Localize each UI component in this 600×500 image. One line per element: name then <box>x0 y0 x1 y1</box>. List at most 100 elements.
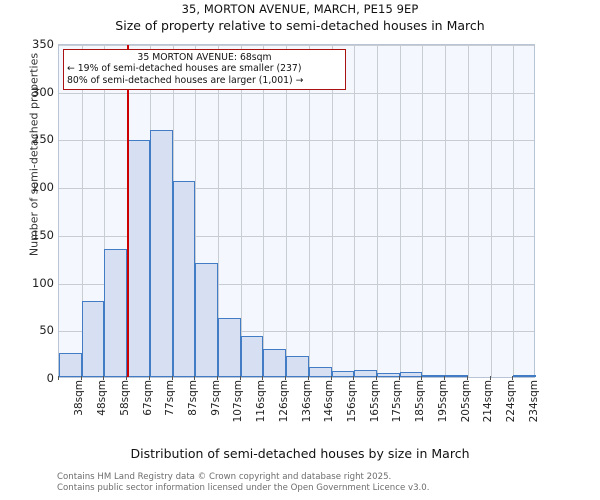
footer-line-2: Contains public sector information licen… <box>57 482 430 493</box>
annotation-line-2: ← 19% of semi-detached houses are smalle… <box>67 63 302 75</box>
x-tickmark-156sqm <box>330 376 332 380</box>
x-tick-214sqm: 214sqm <box>482 380 495 423</box>
x-tickmark-175sqm <box>376 376 377 380</box>
page-title: 35, MORTON AVENUE, MARCH, PE15 9EP <box>181 2 419 16</box>
bar-156sqm <box>331 371 355 377</box>
bar-136sqm <box>286 356 309 377</box>
plot-area <box>58 44 536 378</box>
x-axis-ticks: 38sqm 48sqm 58sqm 67sqm 77sqm 87sqm 97sqm 107sq… <box>58 376 540 442</box>
x-tickmark-77sqm <box>148 376 150 380</box>
gridline-vertical <box>308 45 310 377</box>
attribution-footer: Contains HM Land Registry data © Crown c… <box>57 472 597 493</box>
gridline-vertical <box>331 45 333 377</box>
gridline-vertical <box>354 45 356 377</box>
x-tickmark-205sqm <box>444 376 446 380</box>
x-tickmark-165sqm <box>353 376 355 380</box>
x-tickmark-126sqm <box>262 376 264 380</box>
x-tick-126sqm: 126sqm <box>277 380 290 423</box>
gridline-horizontal <box>59 140 534 142</box>
bar-146sqm <box>308 367 332 377</box>
x-tick-205sqm: 205sqm <box>459 380 472 423</box>
gridline-horizontal <box>59 92 534 94</box>
y-axis-ticks: 0 50 100 150 200 250 300 350 <box>0 37 54 385</box>
bar-48sqm <box>81 300 105 377</box>
x-tickmark-48sqm <box>80 376 82 380</box>
x-tick-67sqm: 67sqm <box>141 380 154 416</box>
x-tick-234sqm: 234sqm <box>527 380 540 423</box>
gridline-horizontal <box>59 45 534 46</box>
gridline-vertical <box>445 45 447 377</box>
y-tick-250: 250 <box>32 132 54 147</box>
x-tick-107sqm: 107sqm <box>232 380 245 423</box>
y-axis-label: Number of semi-detached properties <box>27 52 41 257</box>
gridline-vertical <box>286 45 288 377</box>
gridline-horizontal <box>59 331 534 333</box>
footer-line-1: Contains HM Land Registry data © Crown c… <box>57 472 392 482</box>
x-tickmark-67sqm <box>126 376 128 380</box>
gridline-horizontal <box>59 235 534 237</box>
gridline-horizontal <box>59 283 534 285</box>
gridline-vertical <box>263 45 265 377</box>
x-tick-116sqm: 116sqm <box>255 380 268 423</box>
x-tick-146sqm: 146sqm <box>323 380 336 423</box>
property-marker-line <box>127 45 130 377</box>
gridline-vertical <box>377 45 378 377</box>
y-tick-300: 300 <box>32 84 54 99</box>
bar-97sqm <box>195 263 218 377</box>
gridline-horizontal <box>59 188 534 190</box>
gridline-vertical <box>81 45 83 377</box>
chart-subtitle: Size of property relative to semi-detach… <box>115 18 485 33</box>
x-tickmark-234sqm <box>512 376 514 380</box>
x-tickmark-224sqm <box>489 376 491 380</box>
x-tickmark-195sqm <box>421 376 423 380</box>
gridline-vertical <box>104 45 106 377</box>
x-tick-58sqm: 58sqm <box>118 380 131 416</box>
bar-58sqm <box>104 249 128 377</box>
y-tick-150: 150 <box>32 227 54 242</box>
x-tick-77sqm: 77sqm <box>164 380 177 416</box>
gridline-vertical <box>240 45 242 377</box>
gridline-vertical <box>422 45 424 377</box>
x-tickmark-136sqm <box>285 376 287 380</box>
y-tick-50: 50 <box>39 323 54 338</box>
x-tickmark-87sqm <box>171 376 173 380</box>
y-tick-200: 200 <box>32 180 54 195</box>
gridline-vertical <box>195 45 197 377</box>
gridline-vertical <box>399 45 401 377</box>
chart-title-block: 35, MORTON AVENUE, MARCH, PE15 9EP Size … <box>0 2 600 34</box>
annotation-line-1: 35 MORTON AVENUE: 68sqm <box>137 52 272 63</box>
x-tick-185sqm: 185sqm <box>414 380 427 423</box>
x-tick-97sqm: 97sqm <box>209 380 222 416</box>
gridline-vertical <box>490 45 492 377</box>
x-axis-label: Distribution of semi-detached houses by … <box>130 446 470 461</box>
x-tickmark-97sqm <box>194 376 196 380</box>
bar-series <box>59 45 536 377</box>
property-annotation-box: 35 MORTON AVENUE: 68sqm ← 19% of semi-de… <box>63 49 346 91</box>
x-tick-175sqm: 175sqm <box>391 380 404 423</box>
x-tick-38sqm: 38sqm <box>73 380 86 416</box>
bar-67sqm <box>127 140 150 377</box>
bar-185sqm <box>399 372 423 377</box>
bar-126sqm <box>263 349 287 377</box>
x-tickmark-58sqm <box>103 376 105 380</box>
y-tick-0: 0 <box>46 371 54 385</box>
bar-205sqm <box>445 375 468 377</box>
x-tick-165sqm: 165sqm <box>368 380 381 423</box>
bar-116sqm <box>240 335 264 377</box>
bar-77sqm <box>149 129 173 377</box>
gridline-vertical <box>218 45 219 377</box>
y-tick-100: 100 <box>32 275 54 290</box>
x-tick-48sqm: 48sqm <box>96 380 109 416</box>
x-tickmark-214sqm <box>466 376 468 380</box>
x-tickmark-146sqm <box>307 376 309 380</box>
x-tick-224sqm: 224sqm <box>504 380 517 423</box>
bar-175sqm <box>377 373 400 377</box>
x-tickmark-116sqm <box>239 376 241 380</box>
x-tick-156sqm: 156sqm <box>345 380 358 423</box>
y-tick-350: 350 <box>32 37 54 51</box>
bar-107sqm <box>218 317 241 377</box>
x-tickmark-185sqm <box>398 376 400 380</box>
gridline-vertical <box>513 45 515 377</box>
x-tick-87sqm: 87sqm <box>186 380 199 416</box>
